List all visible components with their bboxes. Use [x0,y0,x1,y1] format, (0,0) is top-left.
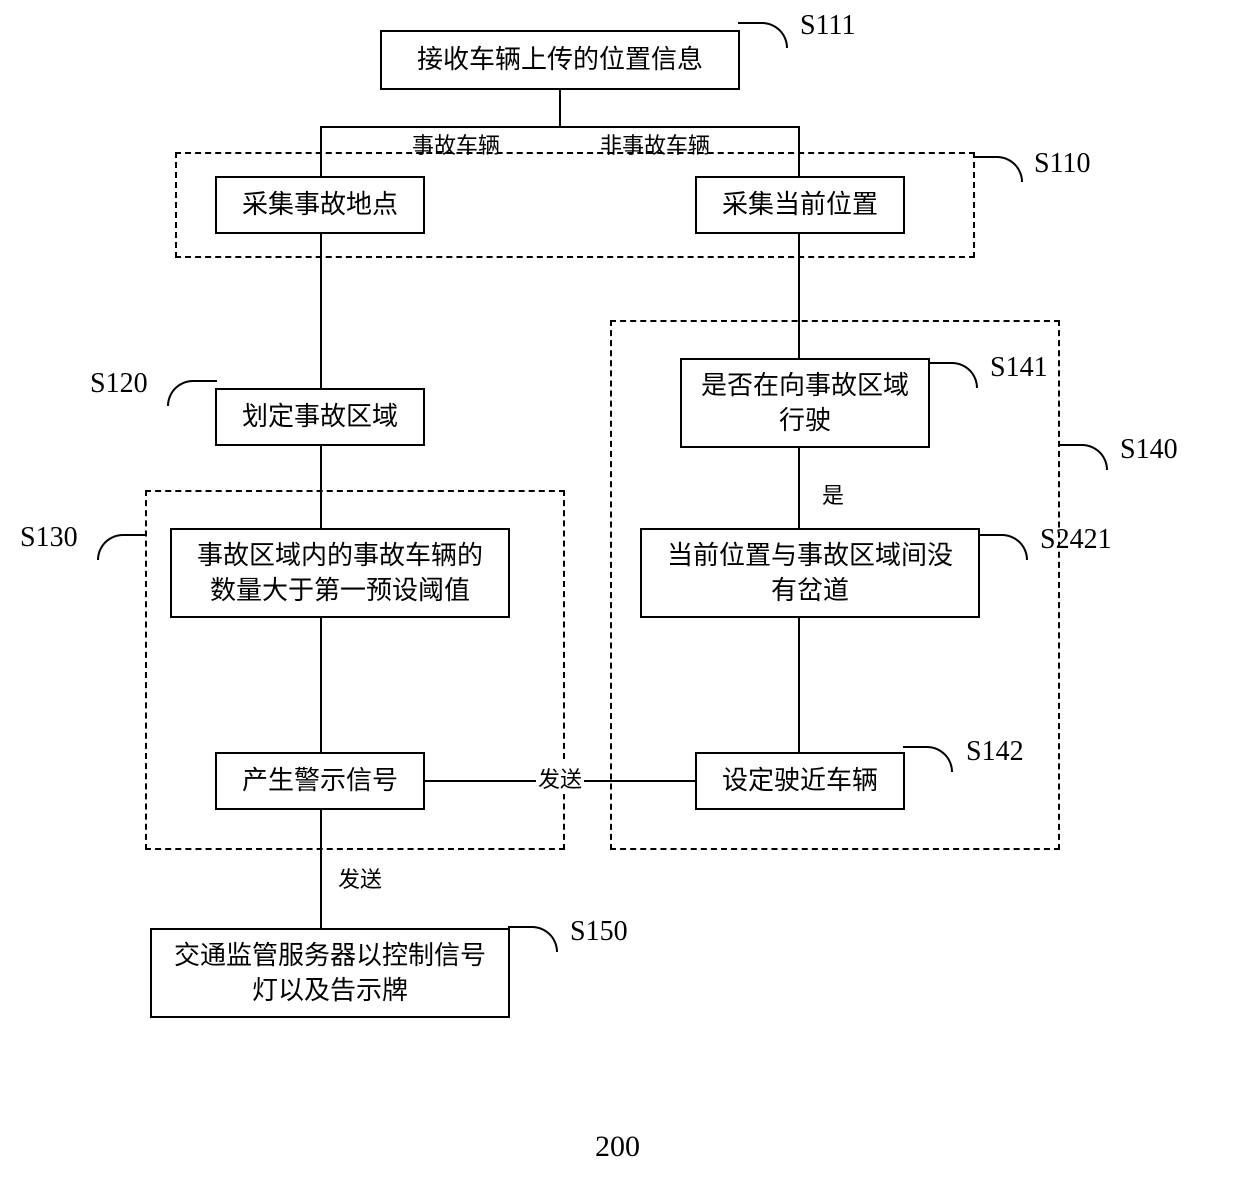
edge-label-yes: 是 [820,478,846,510]
label-s140: S140 [1120,434,1178,466]
connector [320,618,322,754]
label-s110: S110 [1034,148,1091,180]
node-s110a-text: 采集事故地点 [242,187,398,222]
connector [320,126,800,128]
node-s110b-text: 采集当前位置 [722,187,878,222]
node-s111-text: 接收车辆上传的位置信息 [417,42,703,77]
edge-label-send-v: 发送 [336,862,384,894]
connector [320,234,322,390]
node-s142-text: 设定驶近车辆 [722,763,878,798]
connector [559,90,561,128]
node-s141-text: 是否在向事故区域行驶 [696,368,914,438]
label-s111: S111 [800,10,856,42]
connector [798,618,800,754]
node-s150: 交通监管服务器以控制信号灯以及告示牌 [150,928,510,1018]
callout-arc [973,156,1023,182]
label-s120: S120 [90,368,148,400]
callout-arc [97,534,147,560]
node-s111: 接收车辆上传的位置信息 [380,30,740,90]
node-s110b: 采集当前位置 [695,176,905,234]
label-s141: S141 [990,352,1048,384]
callout-arc [1058,444,1108,470]
edge-label-send-h: 发送 [536,762,584,794]
connector [320,810,322,930]
node-s130a-text: 事故区域内的事故车辆的数量大于第一预设阈值 [186,538,494,608]
node-s120: 划定事故区域 [215,388,425,446]
node-s130b-text: 产生警示信号 [242,763,398,798]
callout-arc [167,380,217,406]
node-s2421: 当前位置与事故区域间没有岔道 [640,528,980,618]
label-s2421: S2421 [1040,524,1112,556]
node-s120-text: 划定事故区域 [242,399,398,434]
node-s130a: 事故区域内的事故车辆的数量大于第一预设阈值 [170,528,510,618]
node-s142: 设定驶近车辆 [695,752,905,810]
label-s142: S142 [966,736,1024,768]
label-s150: S150 [570,916,628,948]
node-s150-text: 交通监管服务器以控制信号灯以及告示牌 [166,938,494,1008]
node-s2421-text: 当前位置与事故区域间没有岔道 [656,538,964,608]
callout-arc [738,22,788,48]
node-s130b: 产生警示信号 [215,752,425,810]
label-s130: S130 [20,522,78,554]
node-s141: 是否在向事故区域行驶 [680,358,930,448]
figure-number: 200 [595,1130,640,1164]
callout-arc [508,926,558,952]
node-s110a: 采集事故地点 [215,176,425,234]
connector [798,448,800,530]
